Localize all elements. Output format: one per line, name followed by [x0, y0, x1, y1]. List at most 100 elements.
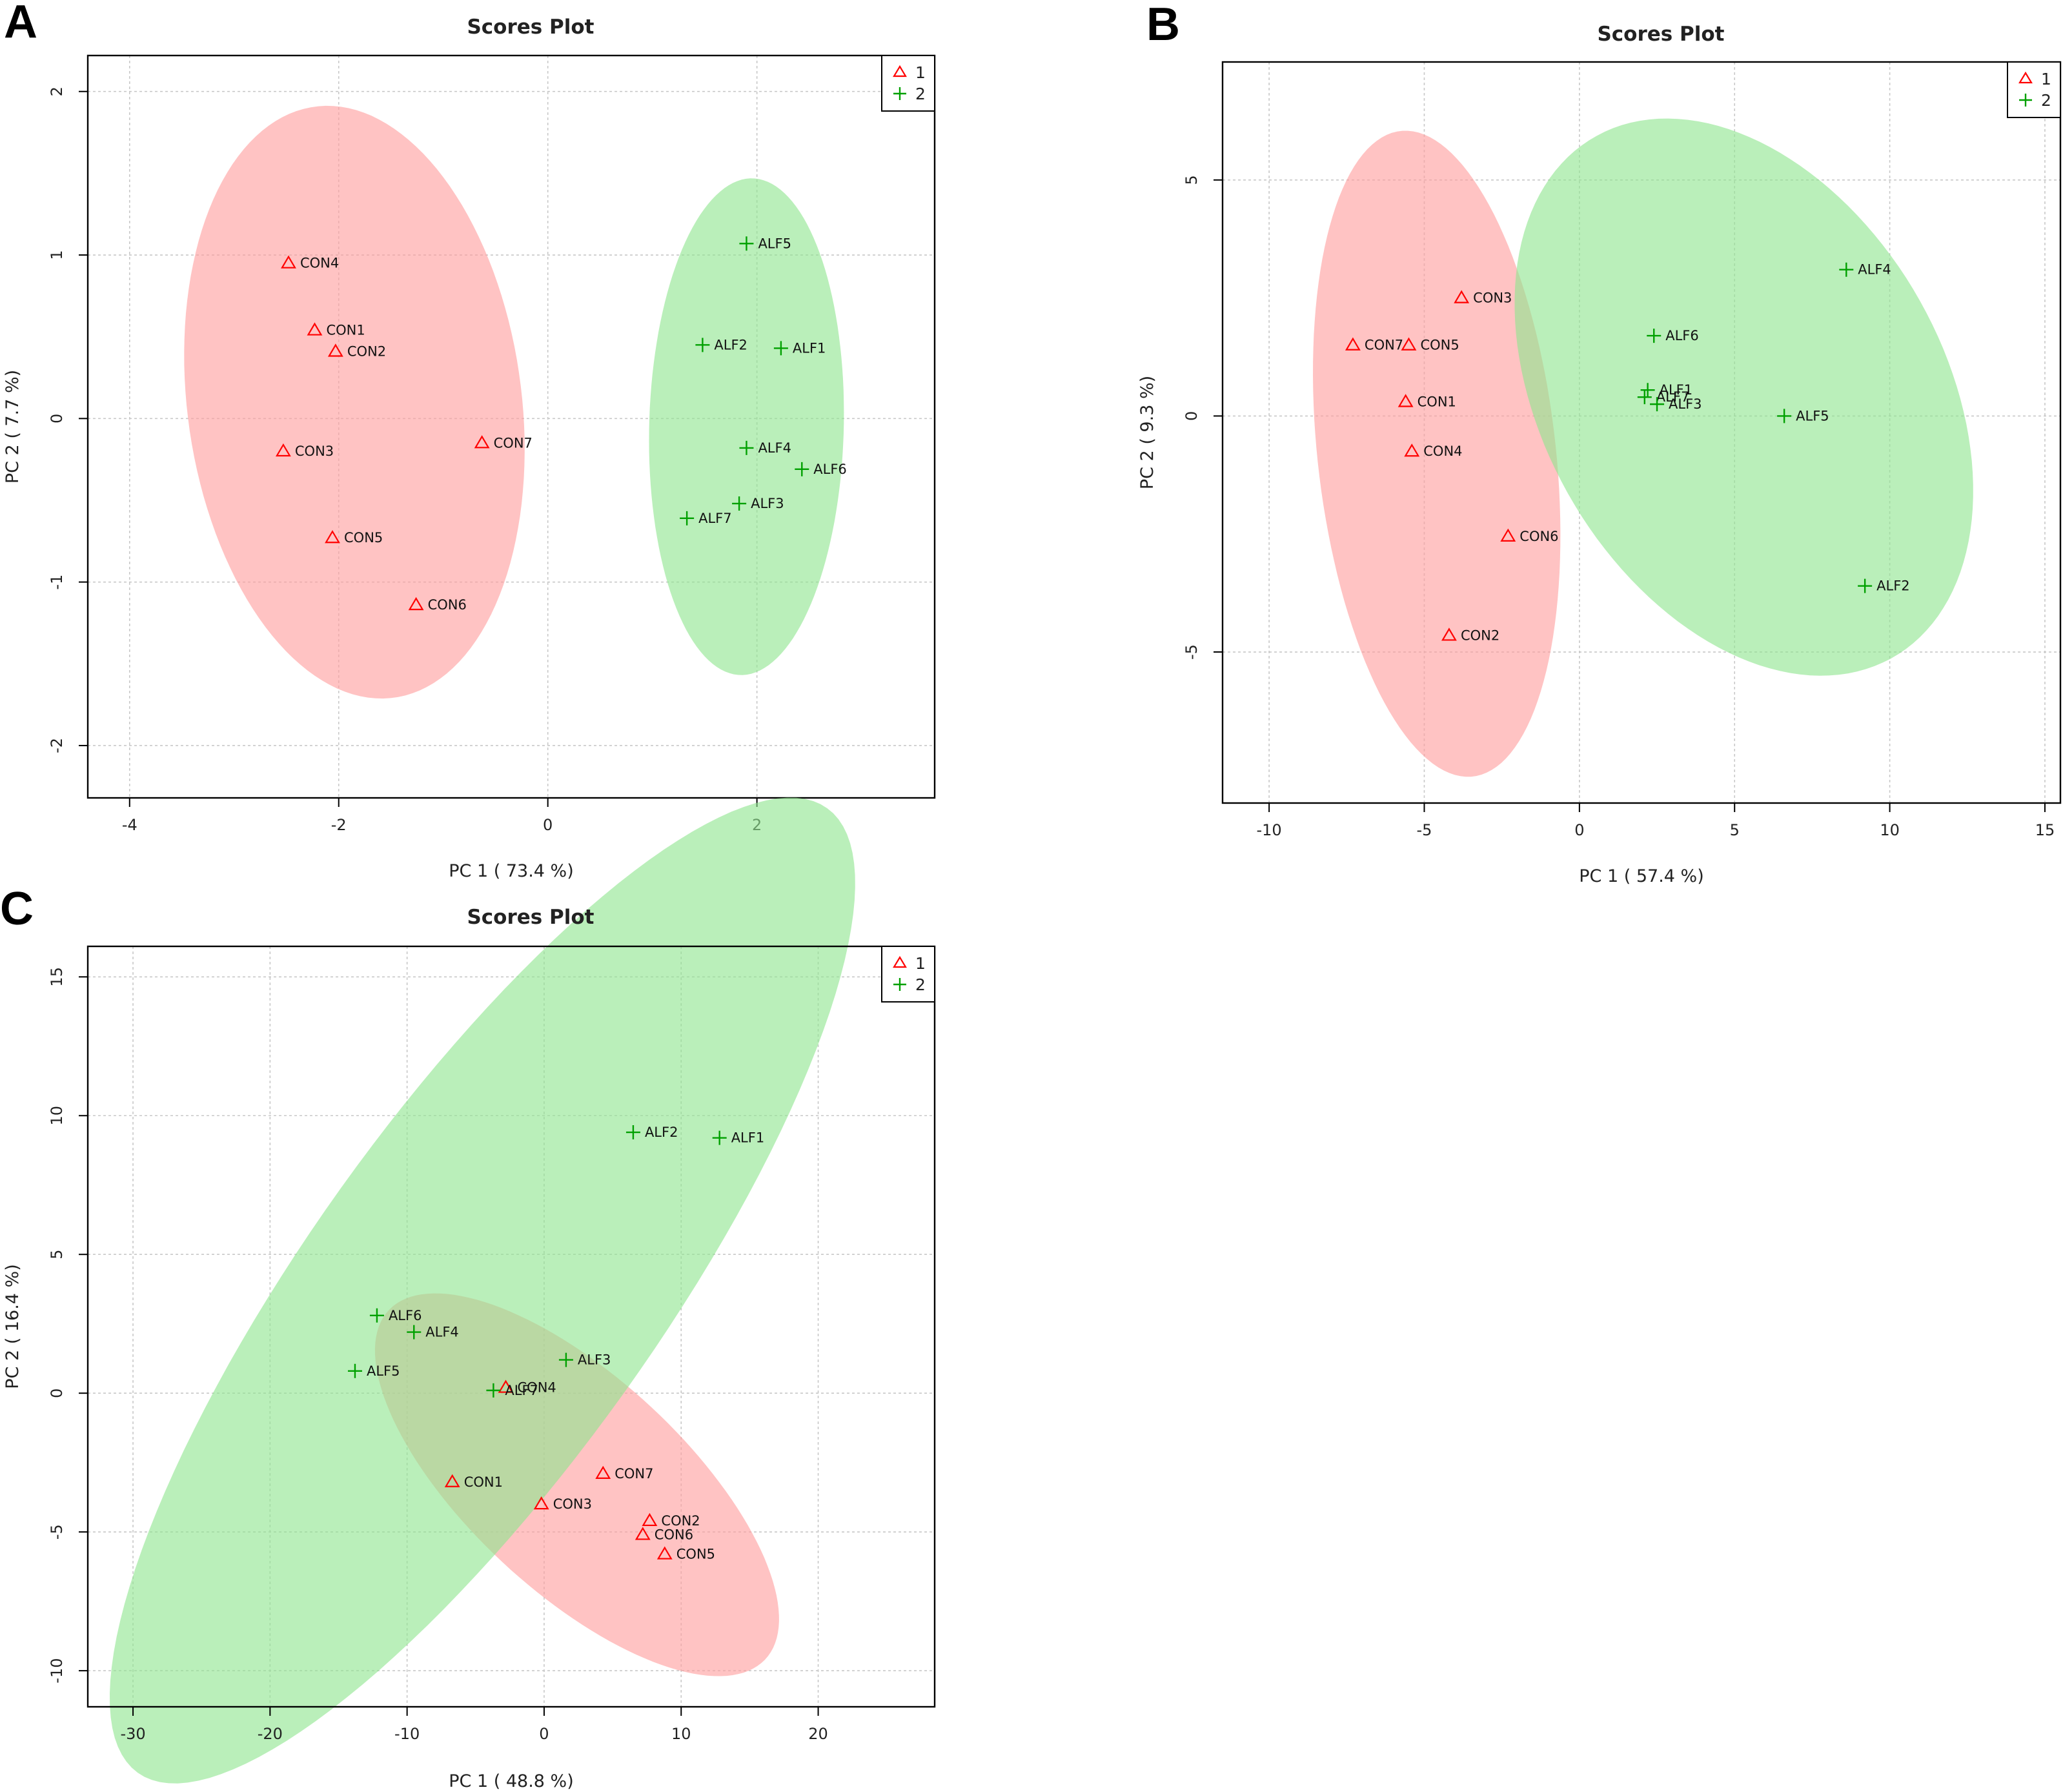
ellipse-group-2: [110, 797, 855, 1784]
plot-frame: [86, 54, 936, 799]
point-label-alf4: ALF4: [1858, 262, 1891, 278]
point-label-alf4: ALF4: [425, 1325, 459, 1340]
point-label-con1: CON1: [1418, 394, 1456, 409]
y-tick-label: -2: [48, 738, 66, 753]
point-marker-con2: [1441, 627, 1457, 641]
y-axis-label: PC 2 ( 7.7 %): [3, 370, 23, 484]
point-label-con3: CON3: [553, 1496, 592, 1512]
point-marker-alf1: [773, 341, 788, 356]
y-tick-label: 15: [48, 967, 66, 987]
point-label-alf1: ALF1: [731, 1130, 765, 1146]
x-tick-label: 0: [1574, 821, 1584, 839]
point-marker-con3: [533, 1496, 549, 1510]
x-tick-label: 0: [539, 1725, 549, 1743]
legend-marker-2: [2019, 94, 2032, 107]
point-label-con1: CON1: [326, 323, 365, 338]
point-label-alf6: ALF6: [389, 1308, 422, 1323]
x-tick-label: 5: [1730, 821, 1740, 839]
point-marker-con6: [1500, 528, 1516, 542]
point-label-alf3: ALF3: [578, 1352, 611, 1368]
y-axis-label: PC 2 ( 9.3 %): [1137, 376, 1157, 489]
point-label-con2: CON2: [1461, 627, 1499, 643]
point-marker-con2: [327, 343, 343, 357]
legend-box: [881, 946, 935, 1003]
plot-frame: [1221, 61, 2062, 804]
ellipse-group-1: [1313, 130, 1561, 777]
point-marker-alf4: [739, 440, 754, 455]
point-label-alf5: ALF5: [1796, 408, 1829, 423]
ellipse-group-2: [649, 178, 844, 675]
legend-label-1: 1: [2041, 70, 2051, 88]
point-marker-con4: [281, 255, 296, 269]
legend-marker-2: [893, 978, 906, 991]
point-marker-alf3: [1650, 397, 1665, 412]
point-marker-con1: [1397, 394, 1414, 407]
point-marker-con3: [275, 443, 291, 457]
point-label-con3: CON3: [1473, 290, 1512, 306]
point-label-alf2: ALF2: [1876, 578, 1910, 594]
point-label-con7: CON7: [494, 435, 533, 451]
legend-label-2: 2: [915, 975, 926, 994]
y-tick-label: 2: [48, 87, 66, 96]
y-tick-label: 5: [48, 1250, 66, 1259]
y-tick-label: -5: [48, 1524, 66, 1540]
panel-letter-c: C: [0, 883, 34, 935]
point-label-alf3: ALF3: [751, 496, 784, 511]
point-label-con6: CON6: [428, 597, 467, 613]
point-marker-con7: [595, 1465, 611, 1479]
point-marker-alf1: [712, 1130, 727, 1145]
chart-title: Scores Plot: [1597, 23, 1724, 46]
legend-label-1: 1: [915, 63, 926, 82]
point-marker-con5: [1401, 337, 1417, 351]
x-axis-label: PC 1 ( 48.8 %): [449, 1771, 573, 1791]
x-tick-label: 15: [2035, 821, 2055, 839]
point-marker-alf7: [1637, 390, 1652, 405]
point-label-alf2: ALF2: [714, 337, 747, 352]
point-marker-alf3: [558, 1352, 573, 1367]
x-axis-label: PC 1 ( 57.4 %): [1579, 866, 1703, 886]
point-marker-alf7: [680, 511, 695, 525]
y-tick-label: 5: [1183, 175, 1201, 185]
point-marker-con5: [325, 530, 340, 544]
legend-label-1: 1: [915, 954, 926, 973]
x-tick-label: -4: [122, 816, 137, 834]
point-marker-alf3: [732, 496, 747, 511]
point-label-alf1: ALF1: [1660, 382, 1693, 398]
point-marker-con4: [1404, 443, 1420, 457]
point-label-con7: CON7: [615, 1466, 653, 1481]
point-marker-con6: [408, 596, 424, 611]
point-label-alf7: ALF7: [1656, 389, 1690, 405]
legend-marker-1: [893, 955, 907, 968]
panel-letter-a: A: [4, 0, 37, 48]
legend-label-2: 2: [915, 85, 926, 103]
x-tick-label: -10: [394, 1725, 420, 1743]
legend-label-2: 2: [2041, 91, 2051, 110]
ellipse-group-2: [1514, 118, 1973, 676]
y-tick-label: 0: [48, 414, 66, 423]
point-label-con5: CON5: [1420, 338, 1459, 353]
point-marker-con6: [635, 1527, 651, 1540]
point-marker-con3: [1454, 290, 1470, 303]
point-label-con5: CON5: [676, 1547, 715, 1562]
point-label-alf3: ALF3: [1669, 396, 1702, 412]
y-tick-label: 0: [48, 1389, 66, 1398]
chart-title: Scores Plot: [467, 906, 594, 929]
legend-marker-2: [893, 87, 906, 100]
point-marker-alf2: [625, 1125, 640, 1140]
point-marker-con1: [444, 1474, 460, 1487]
point-marker-con5: [656, 1546, 673, 1560]
y-axis-label: PC 2 ( 16.4 %): [3, 1264, 23, 1389]
point-marker-alf6: [1647, 329, 1662, 343]
point-label-alf2: ALF2: [645, 1125, 678, 1140]
y-tick-label: -5: [1183, 644, 1201, 660]
x-axis-label: PC 1 ( 73.4 %): [449, 861, 573, 881]
point-marker-con7: [474, 435, 490, 449]
point-label-con4: CON4: [1423, 443, 1462, 459]
y-tick-label: 0: [1183, 411, 1201, 421]
point-label-alf5: ALF5: [367, 1363, 400, 1379]
point-label-alf4: ALF4: [758, 440, 791, 456]
x-tick-label: -30: [120, 1725, 145, 1743]
point-marker-alf4: [1839, 262, 1854, 277]
y-tick-label: -10: [48, 1658, 66, 1684]
